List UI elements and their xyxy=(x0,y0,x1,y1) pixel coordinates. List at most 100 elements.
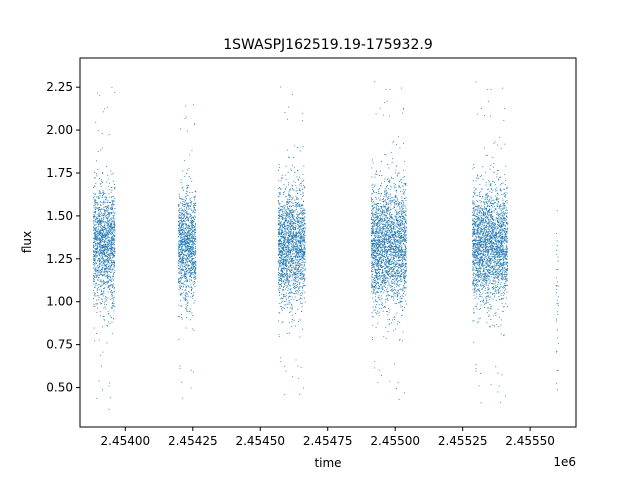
flux-point xyxy=(188,246,190,247)
flux-point xyxy=(300,236,302,238)
flux-point xyxy=(107,281,109,283)
flux-point xyxy=(289,239,291,241)
flux-point xyxy=(295,286,297,288)
flux-point xyxy=(287,282,289,284)
flux-point xyxy=(372,219,374,221)
flux-point xyxy=(303,233,304,235)
flux-point xyxy=(280,238,282,240)
flux-point xyxy=(184,218,186,219)
flux-point xyxy=(101,232,103,234)
flux-point xyxy=(281,264,283,266)
flux-point xyxy=(375,217,376,218)
flux-point xyxy=(104,246,106,248)
flux-point xyxy=(184,230,185,232)
flux-point xyxy=(279,220,281,222)
flux-point xyxy=(102,300,103,302)
flux-point xyxy=(282,271,284,273)
flux-point xyxy=(394,246,395,247)
flux-point xyxy=(96,289,98,291)
flux-point xyxy=(280,278,282,280)
flux-point xyxy=(285,259,287,261)
flux-point xyxy=(288,295,290,297)
flux-point xyxy=(187,272,189,274)
flux-point xyxy=(190,247,191,249)
flux-point xyxy=(183,261,184,263)
flux-point xyxy=(302,193,304,195)
flux-point xyxy=(299,259,300,261)
flux-point xyxy=(192,281,194,283)
flux-point xyxy=(187,280,188,281)
flux-point xyxy=(187,185,189,187)
flux-point xyxy=(291,319,293,320)
flux-point xyxy=(398,259,400,261)
flux-point xyxy=(283,205,285,207)
flux-point xyxy=(190,221,192,223)
flux-point xyxy=(187,232,188,234)
flux-point xyxy=(96,234,97,236)
flux-point xyxy=(194,273,196,275)
flux-point xyxy=(299,208,301,210)
flux-point xyxy=(178,278,180,280)
flux-point xyxy=(185,262,187,264)
flux-point xyxy=(107,244,108,246)
flux-point xyxy=(184,255,186,256)
flux-point xyxy=(113,221,115,222)
flux-point xyxy=(300,231,302,233)
flux-point xyxy=(397,294,399,296)
flux-point xyxy=(101,208,102,210)
flux-point xyxy=(291,235,293,237)
flux-point xyxy=(107,261,109,263)
flux-point xyxy=(302,293,304,295)
flux-point xyxy=(100,263,102,265)
flux-point xyxy=(107,214,109,216)
flux-point xyxy=(303,257,305,259)
flux-point xyxy=(382,230,384,232)
flux-point xyxy=(293,180,295,182)
flux-point xyxy=(281,271,283,273)
flux-point xyxy=(281,215,283,217)
flux-point xyxy=(282,223,284,225)
flux-point xyxy=(292,227,294,229)
flux-point xyxy=(105,236,107,238)
flux-point xyxy=(281,224,283,226)
flux-point xyxy=(288,239,289,241)
flux-point xyxy=(405,197,407,199)
flux-point xyxy=(187,231,188,233)
flux-point xyxy=(191,248,193,250)
flux-point xyxy=(383,241,385,242)
flux-point xyxy=(102,201,104,203)
flux-point xyxy=(298,253,300,255)
flux-point xyxy=(293,229,294,230)
flux-point xyxy=(181,293,183,295)
flux-point xyxy=(182,210,184,212)
flux-point xyxy=(302,290,304,292)
flux-point xyxy=(194,230,196,231)
flux-point xyxy=(299,393,301,395)
flux-point xyxy=(181,240,182,242)
flux-point xyxy=(289,157,290,158)
flux-point xyxy=(298,230,300,232)
flux-point xyxy=(281,297,283,299)
flux-point xyxy=(286,246,287,248)
flux-point xyxy=(286,242,288,243)
flux-point xyxy=(297,293,299,295)
flux-point xyxy=(291,303,293,305)
flux-point xyxy=(98,274,100,276)
flux-point xyxy=(374,256,376,258)
flux-point xyxy=(191,277,192,278)
flux-point xyxy=(110,291,111,293)
flux-point xyxy=(387,213,388,214)
flux-point xyxy=(94,224,96,226)
flux-point xyxy=(187,266,189,268)
flux-point xyxy=(95,277,97,278)
flux-point xyxy=(279,221,281,223)
flux-point xyxy=(108,385,110,387)
flux-point xyxy=(303,208,305,210)
flux-point xyxy=(100,241,101,242)
flux-point xyxy=(301,302,303,304)
flux-point xyxy=(97,271,99,273)
flux-point xyxy=(113,303,115,305)
flux-point xyxy=(302,234,304,236)
flux-point xyxy=(95,182,97,184)
flux-point xyxy=(298,252,300,254)
